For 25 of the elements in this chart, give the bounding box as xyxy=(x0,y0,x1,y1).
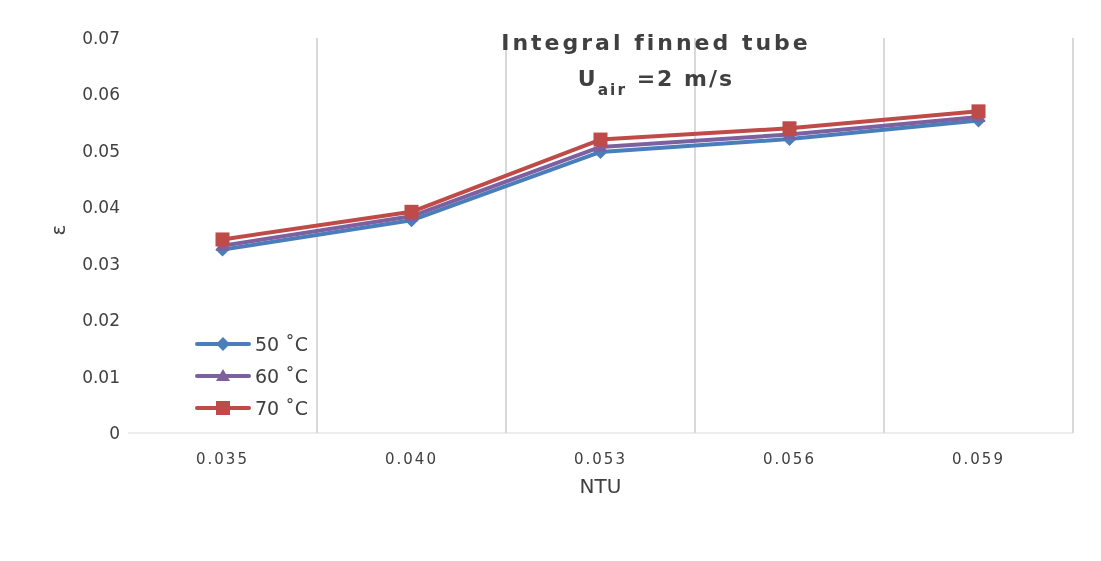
point xyxy=(215,232,230,247)
y-tick-label: 0.02 xyxy=(82,310,120,331)
legend-label: 70 ˚C xyxy=(255,397,308,419)
x-tick-label: 0.040 xyxy=(385,449,438,468)
legend-label: 60 ˚C xyxy=(255,365,308,387)
y-tick-label: 0.06 xyxy=(82,84,120,105)
legend-label: 50 ˚C xyxy=(255,333,308,355)
y-tick-label: 0 xyxy=(109,423,120,444)
point xyxy=(971,104,986,119)
text: U$_{air}$ =2 m/s xyxy=(577,66,735,99)
x-axis-title: NTU xyxy=(579,474,622,498)
y-tick-label: 0.04 xyxy=(82,197,120,218)
y-tick-label: 0.03 xyxy=(82,253,120,274)
y-tick-label: 0.01 xyxy=(82,366,120,387)
point xyxy=(593,132,608,147)
x-tick-label: 0.059 xyxy=(952,449,1005,468)
x-tick-label: 0.035 xyxy=(196,449,249,468)
point xyxy=(782,121,797,136)
point xyxy=(404,204,419,219)
y-tick-label: 0.05 xyxy=(82,140,120,161)
chart-title: Integral finned tube xyxy=(501,30,811,55)
y-axis-title: ε xyxy=(46,224,71,236)
x-tick-label: 0.053 xyxy=(574,449,627,468)
x-tick-label: 0.056 xyxy=(763,449,816,468)
y-tick-label: 0.07 xyxy=(82,28,120,49)
